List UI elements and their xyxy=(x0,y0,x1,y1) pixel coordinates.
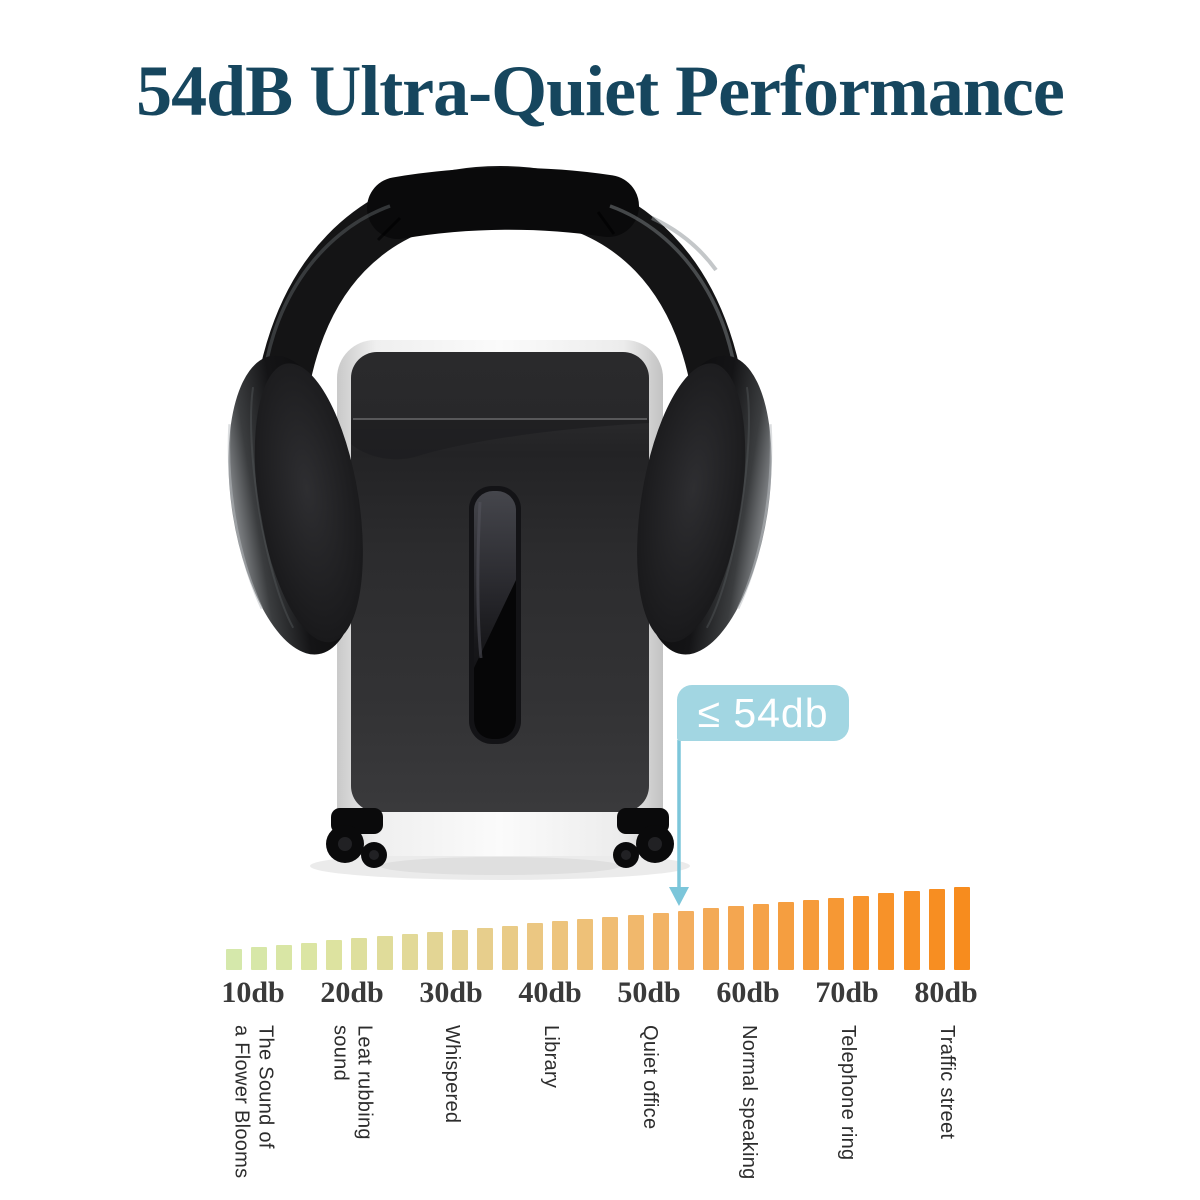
category-description-label: Normal speaking xyxy=(737,1025,760,1180)
bar xyxy=(351,938,368,970)
bar xyxy=(577,919,594,970)
bar xyxy=(953,887,970,970)
bar xyxy=(853,896,870,970)
category-description-label: Telephone ring xyxy=(836,1025,859,1161)
bar xyxy=(476,928,493,970)
bar xyxy=(602,917,619,970)
bar xyxy=(803,900,820,970)
category-description-label: Traffic street xyxy=(935,1025,958,1140)
headband-pad xyxy=(367,167,639,239)
bar xyxy=(928,889,945,970)
bar xyxy=(426,932,443,970)
caster-wheels-right xyxy=(613,808,674,868)
bar xyxy=(502,926,519,970)
bar xyxy=(652,913,669,970)
bar xyxy=(727,906,744,970)
axis-tick-label: 30db xyxy=(419,976,483,1009)
axis-tick-label: 80db xyxy=(914,976,978,1009)
bar xyxy=(251,947,268,970)
callout-arrow xyxy=(669,740,689,906)
bar xyxy=(301,943,318,970)
bar xyxy=(401,934,418,970)
category-description-label: Whispered xyxy=(440,1025,463,1124)
bar xyxy=(451,930,468,970)
category-description-label: The Sound of a Flower Blooms xyxy=(231,1025,277,1179)
bar xyxy=(778,902,795,970)
left-ear-cup xyxy=(227,355,363,655)
axis-tick-label: 60db xyxy=(716,976,780,1009)
axis-tick-label: 20db xyxy=(320,976,384,1009)
bar xyxy=(326,940,343,970)
bar xyxy=(878,893,895,970)
shredder-slot-window xyxy=(469,486,521,744)
ground-shadow xyxy=(310,852,690,880)
axis-tick-label: 70db xyxy=(815,976,879,1009)
bar xyxy=(376,936,393,970)
category-description-label: Library xyxy=(539,1025,562,1089)
bar xyxy=(527,923,544,970)
headband-glint xyxy=(651,216,718,272)
right-ear-cup xyxy=(637,355,773,655)
bar xyxy=(552,921,569,970)
headphones-illustration xyxy=(227,165,773,655)
bar xyxy=(828,898,845,970)
page-title: 54dB Ultra-Quiet Performance xyxy=(136,51,1065,131)
axis-tick-label: 50db xyxy=(617,976,681,1009)
badge-label: ≤ 54db xyxy=(697,689,829,736)
category-description-label: Leat rubbing sound xyxy=(330,1025,376,1140)
bar xyxy=(627,915,644,970)
bar xyxy=(752,904,769,970)
headband-seam-right xyxy=(596,211,616,235)
category-description-label: Quiet office xyxy=(638,1025,661,1130)
bar xyxy=(677,911,694,970)
axis-tick-label: 10db xyxy=(221,976,285,1009)
axis-tick-label: 40db xyxy=(518,976,582,1009)
bar xyxy=(226,949,242,970)
lid-shadow xyxy=(351,420,649,460)
caster-wheels-left xyxy=(326,808,387,868)
bar xyxy=(276,945,293,970)
bar xyxy=(903,891,920,970)
bar xyxy=(702,908,719,970)
shredder-illustration xyxy=(310,340,690,880)
ground-shadow-core xyxy=(380,857,620,875)
bar-series xyxy=(226,880,970,970)
noise-level-badge: ≤ 54db xyxy=(677,685,849,741)
headband-seam-left xyxy=(376,216,402,242)
